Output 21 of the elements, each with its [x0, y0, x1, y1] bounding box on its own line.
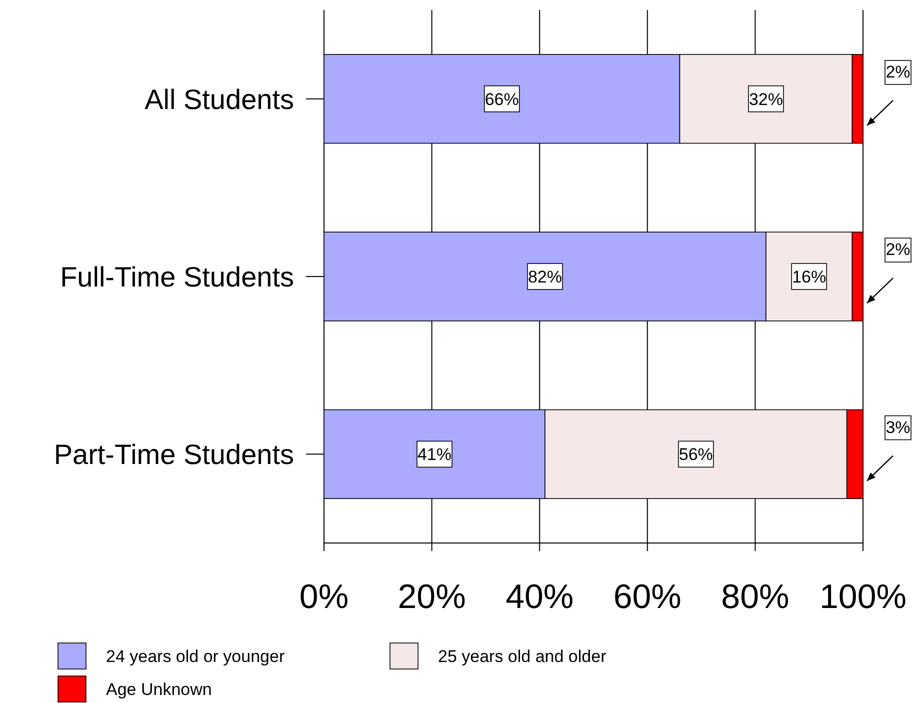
x-tick-label: 100% [820, 578, 906, 616]
x-tick-label: 20% [398, 578, 466, 616]
x-tick-label: 40% [506, 578, 574, 616]
text: 2% [886, 240, 910, 260]
text: 82% [528, 268, 562, 286]
text: 56% [678, 445, 713, 464]
text: 66% [484, 90, 519, 109]
y-tick-label: Full-Time Students [60, 262, 294, 292]
legend-label: 24 years old or younger [106, 647, 285, 666]
x-tick-label: 60% [613, 578, 682, 616]
y-tick-label: Part-Time Students [54, 439, 294, 470]
x-tick-label: 80% [721, 578, 790, 616]
y-tick-label: All Students [144, 84, 294, 115]
text: 16% [792, 268, 826, 286]
text: 32% [748, 90, 783, 109]
x-tick-label: 0% [299, 578, 349, 616]
text: 3% [886, 418, 910, 437]
legend-label: Age Unknown [106, 680, 212, 699]
text: 2% [886, 62, 910, 82]
legend-label: 25 years old and older [438, 647, 607, 666]
text: 41% [417, 445, 452, 464]
